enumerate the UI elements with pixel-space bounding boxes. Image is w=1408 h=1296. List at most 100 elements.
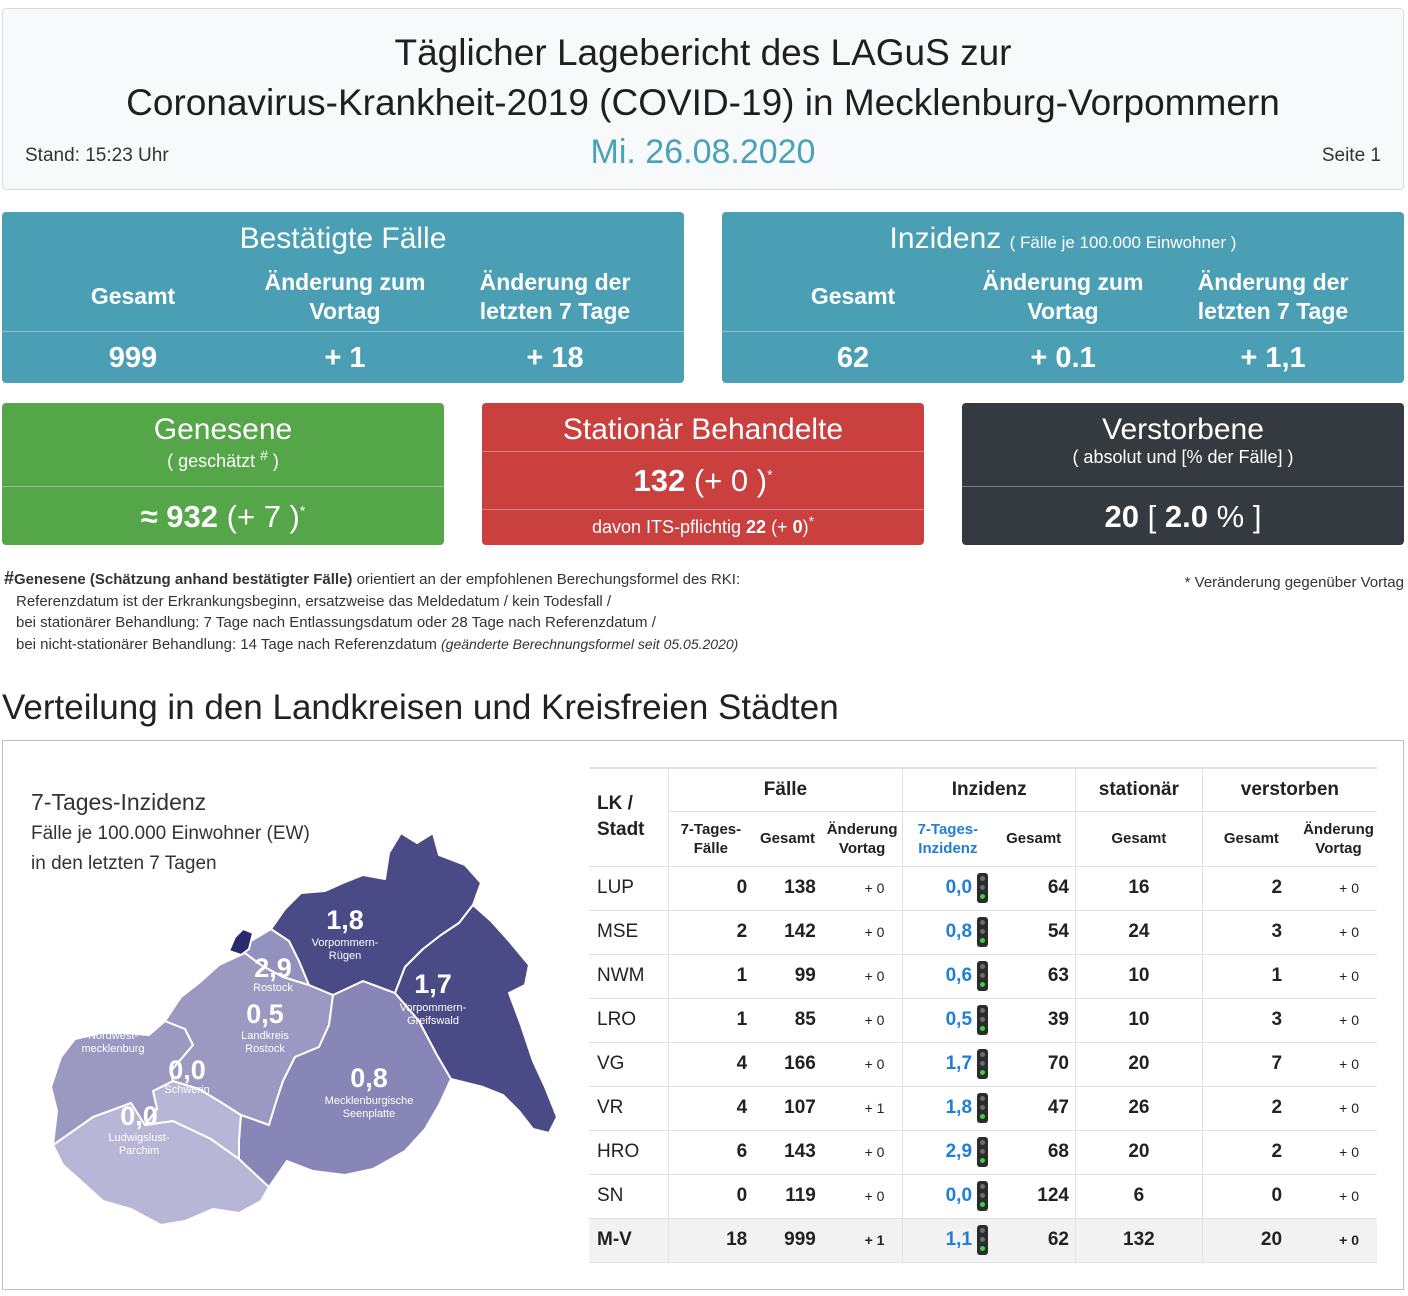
table-row: SN 0 119 + 0 0,0 124 6 0 + 0 — [589, 1174, 1377, 1219]
deaths-value-line: 20 [ 2.0 % ] — [962, 499, 1404, 535]
map-name-vr-1: Vorpommern- — [312, 937, 379, 949]
cell-faelle-7: 6 — [667, 1130, 754, 1175]
cell-verstorben-aenderung: + 0 — [1300, 866, 1377, 911]
col-faelle-7: 7-Tages- Fälle — [667, 811, 754, 867]
cell-verstorben-gesamt: 1 — [1201, 954, 1301, 999]
cell-lk: VG — [589, 1042, 668, 1087]
section-title: Verteilung in den Landkreisen und Kreisf… — [2, 688, 839, 727]
cell-faelle-aenderung: + 0 — [821, 910, 903, 955]
map-subtitle-1: Fälle je 100.000 Einwohner (EW) — [31, 823, 310, 844]
confirmed-col-total: Gesamt — [90, 283, 176, 309]
table-sub-header: 7-Tages- Fälle Gesamt Änderung Vortag 7-Ta… — [589, 811, 1377, 867]
map-region-vorpommern-greifswald — [394, 904, 558, 1134]
col-faelle-aend-l1: Änderung — [826, 820, 898, 838]
cell-inzidenz-7-value: 1,8 — [945, 1097, 973, 1119]
cell-stationaer: 20 — [1074, 1130, 1203, 1175]
incidence-col-day-l1: Änderung zum — [982, 269, 1144, 295]
cell-inzidenz-gesamt: 68 — [992, 1130, 1076, 1175]
hospitalized-value-line: 132 (+ 0 )* — [482, 463, 924, 499]
deaths-bracket-open: [ — [1147, 499, 1157, 534]
map-name-vg-2: Greifswald — [407, 1015, 459, 1027]
map-value-sn: 0,0 — [168, 1055, 206, 1085]
cell-inzidenz-gesamt: 54 — [992, 910, 1076, 955]
footnote-line4-italic: (geänderte Berechnungsformel seit 05.05.… — [441, 635, 739, 652]
incidence-day-value: + 0.1 — [1030, 342, 1096, 374]
footnote-line1: #Genesene (Schätzung anhand bestätigter … — [4, 568, 740, 591]
traffic-light-icon — [977, 1049, 989, 1079]
traffic-light-icon — [977, 917, 989, 947]
confirmed-col-week: Änderung der letzten 7 Tage — [446, 268, 664, 326]
hospitalized-value: 132 — [633, 463, 686, 498]
incidence-col-total: Gesamt — [810, 283, 896, 309]
recovered-tile: Genesene ( geschätzt # ) ≈ 932 (+ 7 )* — [2, 403, 444, 545]
cell-inzidenz-gesamt: 64 — [992, 866, 1076, 911]
icu-change: 0 — [792, 517, 803, 537]
table-row: MSE 2 142 + 0 0,8 54 24 3 + 0 — [589, 910, 1377, 955]
deaths-separator — [962, 486, 1404, 487]
col-inz7-l2: Inzidenz — [918, 839, 978, 857]
cell-inzidenz-gesamt: 39 — [992, 998, 1076, 1043]
recovered-title: Genesene — [153, 413, 293, 446]
map-name-lup-2: Parchim — [119, 1145, 159, 1157]
incidence-col-week: Änderung der letzten 7 Tage — [1164, 268, 1382, 326]
cell-inzidenz-gesamt: 63 — [992, 954, 1076, 999]
map-name-hro-1: Rostock — [253, 982, 293, 994]
cell-faelle-aenderung: + 0 — [821, 954, 903, 999]
cell-inzidenz-gesamt: 124 — [992, 1174, 1076, 1219]
col-faelle-7-l1: 7-Tages- — [680, 820, 742, 838]
cell-inzidenz-7-value: 1,7 — [945, 1053, 973, 1075]
deaths-subtitle: ( absolut und [% der Fälle] ) — [1072, 447, 1294, 467]
footnote-line3: bei stationärer Behandlung: 7 Tage nach … — [16, 614, 656, 631]
cell-verstorben-aenderung: + 0 — [1300, 1130, 1377, 1175]
cell-inzidenz-gesamt: 47 — [992, 1086, 1076, 1131]
deaths-value: 20 — [1104, 499, 1140, 534]
col-inz7-l1: 7-Tages- — [917, 820, 979, 838]
cell-lk: LRO — [589, 998, 668, 1043]
confirmed-week-value: + 18 — [526, 342, 584, 374]
page-number: Seite 1 — [1321, 145, 1381, 166]
group-stationaer: stationär — [1074, 767, 1203, 812]
incidence-week-value: + 1,1 — [1240, 342, 1306, 374]
confirmed-cases-tile: Bestätigte Fälle Gesamt Änderung zum Vor… — [2, 212, 684, 383]
recovered-change: (+ 7 ) — [226, 499, 300, 534]
map-value-lro: 0,5 — [246, 999, 284, 1029]
district-map: 1,8 Vorpommern- Rügen 2,9 Rostock 1,7 Vo… — [50, 832, 558, 1226]
traffic-light-icon — [977, 1093, 989, 1123]
map-value-vg: 1,7 — [414, 969, 452, 999]
incidence-title: Inzidenz ( Fälle je 100.000 Einwohner ) — [722, 222, 1404, 256]
cell-stationaer: 24 — [1074, 910, 1203, 955]
map-name-lro-1: Landkreis — [241, 1030, 289, 1042]
cell-verstorben-aenderung: + 0 — [1300, 954, 1377, 999]
confirmed-day-value: + 1 — [324, 342, 366, 374]
map-name-sn-1: Schwerin — [164, 1084, 209, 1096]
col-lk-l1: LK / — [597, 793, 633, 815]
cell-inzidenz-gesamt: 62 — [992, 1218, 1076, 1263]
cell-stationaer: 16 — [1074, 866, 1203, 911]
cell-verstorben-aenderung: + 0 — [1300, 1042, 1377, 1087]
cell-lk: HRO — [589, 1130, 668, 1175]
map-name-mse-1: Mecklenburgische — [325, 1095, 414, 1107]
cell-faelle-gesamt: 166 — [753, 1042, 822, 1087]
footnote-line2: Referenzdatum ist der Erkrankungsbeginn,… — [16, 592, 612, 610]
cell-lk: MSE — [589, 910, 668, 955]
incidence-tile: Inzidenz ( Fälle je 100.000 Einwohner ) … — [722, 212, 1404, 383]
hospitalized-star: * — [767, 466, 773, 483]
col-stationaer-gesamt: Gesamt — [1074, 811, 1203, 867]
cell-faelle-gesamt: 143 — [753, 1130, 822, 1175]
cell-lk: NWM — [589, 954, 668, 999]
cell-verstorben-gesamt: 0 — [1201, 1174, 1301, 1219]
cell-inzidenz-7-value: 0,5 — [945, 1009, 973, 1031]
map-name-lup-1: Ludwigslust- — [108, 1132, 169, 1144]
cell-faelle-aenderung: + 0 — [821, 1042, 903, 1087]
deaths-percent: 2.0 — [1164, 499, 1208, 534]
group-verstorben: verstorben — [1201, 767, 1377, 812]
traffic-light-icon — [977, 1181, 989, 1211]
incidence-title-text: Inzidenz — [889, 222, 1002, 255]
cell-faelle-7: 4 — [667, 1086, 754, 1131]
map-region-seenplatte — [238, 980, 452, 1188]
cell-verstorben-gesamt: 3 — [1201, 910, 1301, 955]
recovered-approx: ≈ — [140, 499, 158, 534]
col-verstorben-gesamt: Gesamt — [1201, 811, 1301, 867]
hospitalized-tile: Stationär Behandelte 132 (+ 0 )* davon I… — [482, 403, 924, 545]
col-verstorben-aenderung: Änderung Vortag — [1300, 811, 1377, 867]
